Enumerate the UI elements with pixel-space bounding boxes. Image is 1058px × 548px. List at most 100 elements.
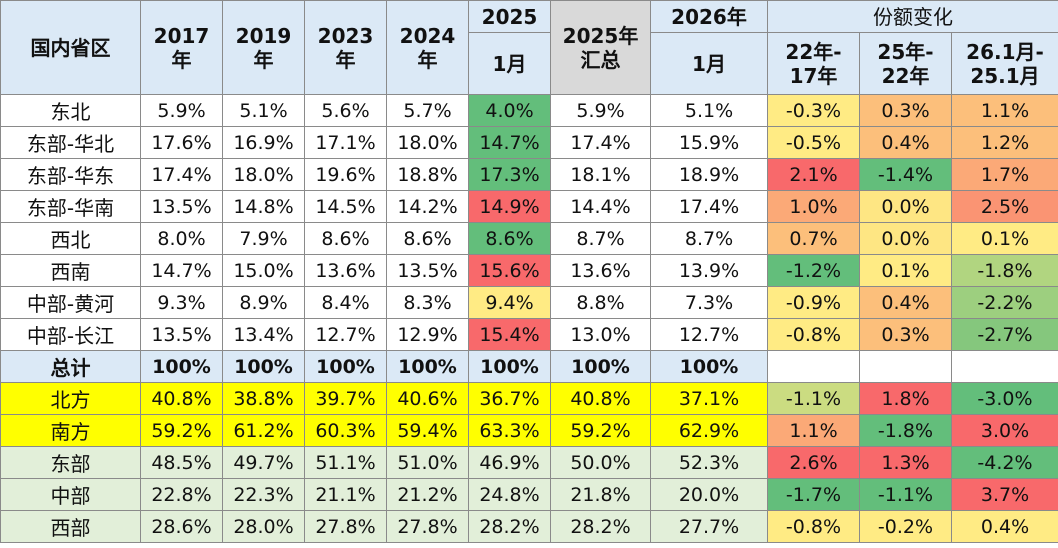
cell-2025-jan: 15.4% <box>468 318 551 351</box>
cell-2024: 12.9% <box>386 318 469 351</box>
row-label: 东部-华北 <box>0 126 141 159</box>
cell-2019: 5.1% <box>222 94 305 127</box>
cell-change-26-25: -1.8% <box>951 254 1058 287</box>
cell-change-22-17: -0.9% <box>767 286 860 319</box>
cell-2017: 8.0% <box>140 222 223 255</box>
cell-2019: 22.3% <box>222 478 305 511</box>
header-2019: 2019 年 <box>222 0 305 95</box>
cell-2024: 27.8% <box>386 510 469 543</box>
row-label: 北方 <box>0 382 141 415</box>
cell-change-25-22: 1.8% <box>859 382 952 415</box>
cell-2024: 8.3% <box>386 286 469 319</box>
cell-2019: 100% <box>222 350 305 383</box>
cell-2023: 14.5% <box>304 190 387 223</box>
cell-change-25-22: -1.4% <box>859 158 952 191</box>
header-2025-jan: 1月 <box>468 32 551 95</box>
cell-2025-total: 100% <box>550 350 651 383</box>
cell-2019: 14.8% <box>222 190 305 223</box>
table-row: 东部 48.5% 49.7% 51.1% 51.0% 46.9% 50.0% 52.3% 2.6… <box>0 446 1058 479</box>
row-label: 西部 <box>0 510 141 543</box>
cell-2026-jan: 7.3% <box>650 286 768 319</box>
cell-2024: 18.0% <box>386 126 469 159</box>
cell-2025-total: 13.6% <box>550 254 651 287</box>
cell-2023: 12.7% <box>304 318 387 351</box>
cell-change-25-22: 0.0% <box>859 222 952 255</box>
cell-2025-jan: 100% <box>468 350 551 383</box>
cell-2017: 100% <box>140 350 223 383</box>
cell-change-25-22: 0.4% <box>859 126 952 159</box>
table-row: 北方 40.8% 38.8% 39.7% 40.6% 36.7% 40.8% 37.1% -1.… <box>0 382 1058 415</box>
header-region: 国内省区 <box>0 0 141 95</box>
cell-2025-total: 13.0% <box>550 318 651 351</box>
row-label: 中部-长江 <box>0 318 141 351</box>
cell-change-25-22: -1.8% <box>859 414 952 447</box>
cell-2025-total: 8.7% <box>550 222 651 255</box>
cell-2023: 27.8% <box>304 510 387 543</box>
cell-2026-jan: 37.1% <box>650 382 768 415</box>
cell-2017: 17.4% <box>140 158 223 191</box>
cell-change-25-22: 0.4% <box>859 286 952 319</box>
row-label: 东部-华东 <box>0 158 141 191</box>
cell-change-26-25: 1.7% <box>951 158 1058 191</box>
table-row: 东部-华北 17.6% 16.9% 17.1% 18.0% 14.7% 17.4% 15.9%… <box>0 126 1058 159</box>
cell-2019: 28.0% <box>222 510 305 543</box>
cell-2025-jan: 63.3% <box>468 414 551 447</box>
cell-2026-jan: 8.7% <box>650 222 768 255</box>
cell-2025-total: 5.9% <box>550 94 651 127</box>
cell-2017: 40.8% <box>140 382 223 415</box>
cell-2025-jan: 9.4% <box>468 286 551 319</box>
cell-2025-jan: 8.6% <box>468 222 551 255</box>
row-label: 西南 <box>0 254 141 287</box>
cell-change-22-17: -0.3% <box>767 94 860 127</box>
row-label: 中部-黄河 <box>0 286 141 319</box>
cell-2025-jan: 28.2% <box>468 510 551 543</box>
cell-change-22-17: -0.8% <box>767 318 860 351</box>
header-change-26-25: 26.1月- 25.1月 <box>951 32 1058 95</box>
cell-change-22-17: 2.1% <box>767 158 860 191</box>
cell-change-26-25: -2.7% <box>951 318 1058 351</box>
header-2026: 2026年 <box>650 0 768 33</box>
cell-2026-jan: 5.1% <box>650 94 768 127</box>
cell-2019: 49.7% <box>222 446 305 479</box>
cell-2025-jan: 36.7% <box>468 382 551 415</box>
row-label: 中部 <box>0 478 141 511</box>
cell-2023: 13.6% <box>304 254 387 287</box>
cell-2017: 17.6% <box>140 126 223 159</box>
cell-change-26-25: -4.2% <box>951 446 1058 479</box>
cell-2025-total: 40.8% <box>550 382 651 415</box>
cell-2017: 13.5% <box>140 190 223 223</box>
table-row: 东部-华南 13.5% 14.8% 14.5% 14.2% 14.9% 14.4% 17.4%… <box>0 190 1058 223</box>
cell-2017: 22.8% <box>140 478 223 511</box>
cell-2025-jan: 4.0% <box>468 94 551 127</box>
cell-2017: 59.2% <box>140 414 223 447</box>
cell-change-22-17: -1.1% <box>767 382 860 415</box>
cell-2025-total: 18.1% <box>550 158 651 191</box>
cell-2025-total: 14.4% <box>550 190 651 223</box>
cell-change-26-25: -2.2% <box>951 286 1058 319</box>
cell-2023: 19.6% <box>304 158 387 191</box>
cell-change-25-22: -0.2% <box>859 510 952 543</box>
cell-change-22-17: 0.7% <box>767 222 860 255</box>
cell-2023: 8.6% <box>304 222 387 255</box>
cell-2025-jan: 46.9% <box>468 446 551 479</box>
header-2017: 2017 年 <box>140 0 223 95</box>
cell-2024: 18.8% <box>386 158 469 191</box>
cell-2019: 15.0% <box>222 254 305 287</box>
table-row: 东部-华东 17.4% 18.0% 19.6% 18.8% 17.3% 18.1% 18.9%… <box>0 158 1058 191</box>
header-2023: 2023 年 <box>304 0 387 95</box>
header-2026-jan: 1月 <box>650 32 768 95</box>
cell-2025-jan: 14.9% <box>468 190 551 223</box>
header-2025: 2025 <box>468 0 551 33</box>
header-share-change: 份额变化 <box>767 0 1058 33</box>
cell-2024: 5.7% <box>386 94 469 127</box>
cell-2024: 8.6% <box>386 222 469 255</box>
cell-change-22-17: 1.0% <box>767 190 860 223</box>
row-label: 东部 <box>0 446 141 479</box>
cell-2023: 8.4% <box>304 286 387 319</box>
cell-2024: 51.0% <box>386 446 469 479</box>
cell-2017: 48.5% <box>140 446 223 479</box>
cell-2026-jan: 12.7% <box>650 318 768 351</box>
cell-change-26-25 <box>951 350 1058 383</box>
cell-2025-total: 28.2% <box>550 510 651 543</box>
